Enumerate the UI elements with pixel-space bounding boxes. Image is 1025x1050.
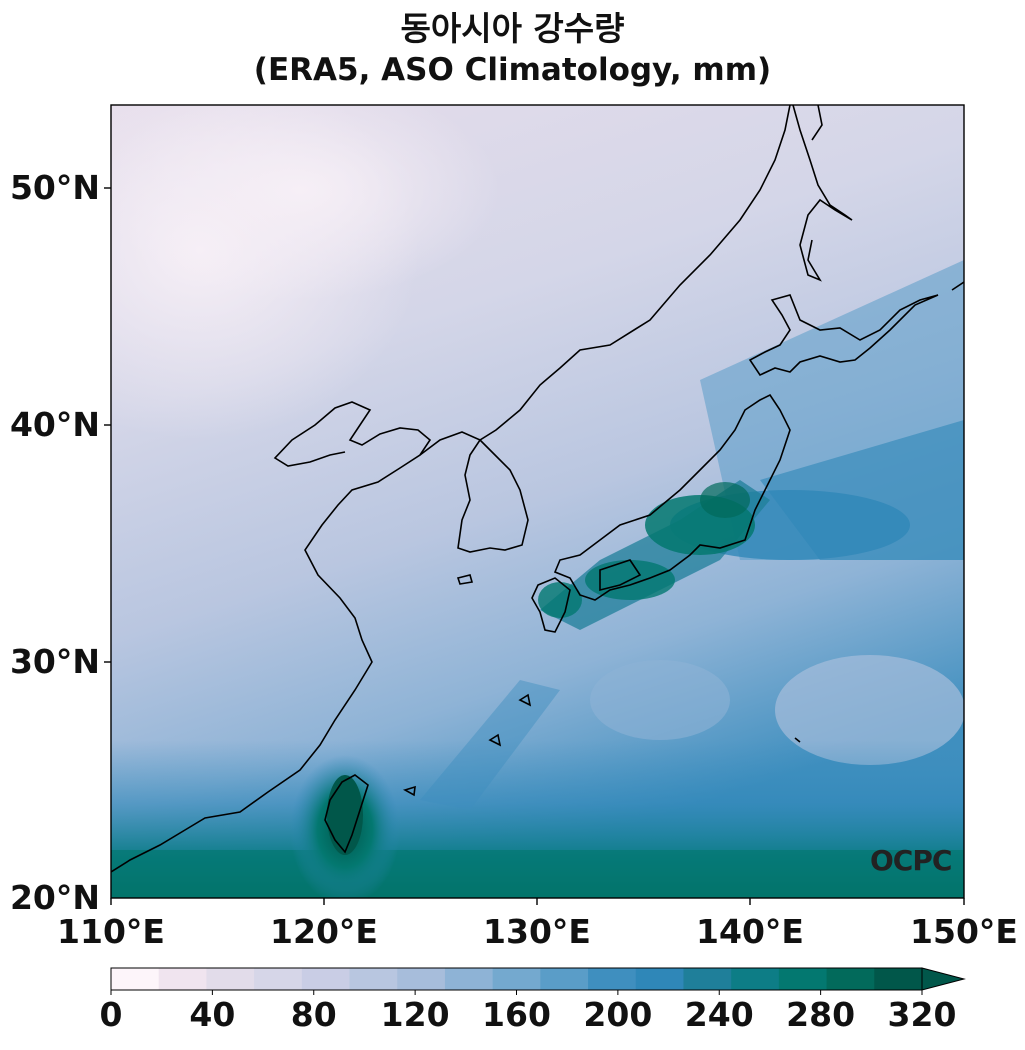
colorbar-segment: [540, 968, 589, 990]
colorbar-segment: [301, 968, 351, 990]
lat-tick-40n: 40°N: [9, 405, 100, 444]
colorbar-segment: [635, 968, 684, 990]
map-title: 동아시아 강수량: [400, 9, 625, 48]
lon-tick-150e: 150°E: [910, 912, 1018, 951]
colorbar-segment: [349, 968, 398, 990]
colorbar-tick-label: 40: [189, 995, 236, 1034]
colorbar-tick-label: 320: [887, 995, 957, 1034]
colorbar-segment: [588, 968, 637, 990]
colorbar-extend-arrow: [921, 967, 966, 991]
colorbar: [110, 967, 966, 995]
lon-tick-120e: 120°E: [270, 912, 378, 951]
colorbar-tick-label: 80: [290, 995, 337, 1034]
map-subtitle: (ERA5, ASO Climatology, mm): [253, 52, 772, 88]
colorbar-segment: [778, 968, 828, 990]
colorbar-segment: [492, 968, 541, 990]
colorbar-segment: [397, 968, 446, 990]
colorbar-segment: [683, 968, 732, 990]
ocpc-logo: OCPC: [870, 844, 952, 877]
lon-tick-140e: 140°E: [696, 912, 804, 951]
lat-tick-20n: 20°N: [9, 878, 100, 917]
coastlines: [111, 105, 964, 873]
colorbar-segment: [826, 968, 875, 990]
colorbar-tick-label: 0: [99, 995, 123, 1034]
colorbar-segment: [158, 968, 207, 990]
colorbar-segment: [206, 968, 255, 990]
axis-ticks: [104, 187, 965, 905]
colorbar-tick-label: 200: [583, 995, 653, 1034]
lon-tick-130e: 130°E: [483, 912, 591, 951]
colorbar-segment: [731, 968, 780, 990]
lat-tick-50n: 50°N: [9, 168, 100, 207]
colorbar-segment: [111, 968, 160, 990]
colorbar-segment: [444, 968, 494, 990]
colorbar-segment: [874, 968, 923, 990]
lat-tick-30n: 30°N: [9, 642, 100, 681]
colorbar-tick-label: 240: [684, 995, 754, 1034]
colorbar-tick-label: 160: [482, 995, 551, 1034]
colorbar-segment: [254, 968, 303, 990]
precipitation-field: [111, 105, 964, 898]
colorbar-tick-label: 120: [380, 995, 450, 1034]
lon-tick-110e: 110°E: [57, 912, 165, 951]
colorbar-tick-label: 280: [786, 995, 856, 1034]
